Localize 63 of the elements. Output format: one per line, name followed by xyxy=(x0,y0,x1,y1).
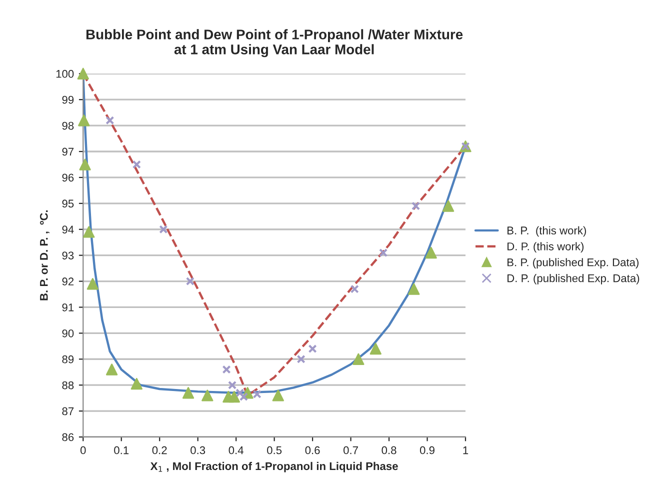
point xyxy=(411,202,420,210)
y-tick-label: 100 xyxy=(56,70,74,78)
x-tick-label: 0.9 xyxy=(420,446,434,454)
y-tick-label: 89 xyxy=(62,355,74,364)
x-tick-label: 0.5 xyxy=(267,446,282,454)
point xyxy=(272,390,284,402)
y-tick-label: 88 xyxy=(62,381,74,390)
point xyxy=(408,283,420,295)
point xyxy=(83,226,95,238)
x-tick-label: 0.4 xyxy=(228,446,244,454)
point xyxy=(350,284,359,294)
y-tick-label: 99 xyxy=(62,96,74,104)
point xyxy=(239,392,248,402)
x-tick-label: 0.6 xyxy=(305,446,320,454)
x-tick-label: 0.8 xyxy=(382,446,396,454)
point xyxy=(296,354,306,364)
legend-label: B. P. (this work) xyxy=(508,226,586,237)
x-tick-label: 0.1 xyxy=(114,446,129,454)
point xyxy=(132,160,141,169)
y-tick-label: 92 xyxy=(62,278,74,286)
point xyxy=(106,116,114,125)
y-tick-label: 87 xyxy=(62,407,74,416)
y-tick-label: 93 xyxy=(62,252,74,260)
y-axis-title: B. P. or D. P. , ºC. xyxy=(40,210,50,300)
y-tick-label: 95 xyxy=(62,200,74,208)
y-tick-label: 94 xyxy=(62,226,74,234)
x-tick-label: 0 xyxy=(80,446,86,454)
x-tick-label: 0.7 xyxy=(344,446,358,454)
legend-label: B. P. (published Exp. Data) xyxy=(508,258,639,268)
legend-label: D. P. (this work) xyxy=(508,242,584,253)
x-tick-label: 1 xyxy=(463,446,468,454)
y-tick-label: 86 xyxy=(62,433,74,442)
y-tick-label: 91 xyxy=(62,303,74,312)
point xyxy=(159,225,168,234)
point xyxy=(425,246,437,259)
point xyxy=(186,276,194,286)
point xyxy=(77,68,89,80)
y-tick-label: 96 xyxy=(62,174,74,182)
point xyxy=(228,380,237,390)
point xyxy=(202,390,214,402)
y-tick-label: 97 xyxy=(62,148,74,156)
point xyxy=(106,364,118,376)
point xyxy=(78,114,90,126)
point xyxy=(236,388,244,398)
x-tick-label: 0.3 xyxy=(190,446,206,454)
point xyxy=(370,342,382,355)
x-axis-title: X$_{1}$ , Mol Fraction of 1-Propanol in Liquid Phase xyxy=(150,462,398,472)
x-tick-label: 0.2 xyxy=(152,446,167,454)
point xyxy=(86,278,99,290)
point xyxy=(252,390,262,398)
point xyxy=(352,353,364,365)
legend-label: D. P. (published Exp. Data) xyxy=(508,274,640,284)
point xyxy=(182,387,194,399)
point xyxy=(378,248,388,258)
y-tick-label: 98 xyxy=(62,122,74,130)
point xyxy=(228,390,240,403)
point xyxy=(308,344,317,354)
point xyxy=(130,378,143,390)
chart-title: Bubble Point and Dew Point of 1-Propanol /Water Mixture at 1 atm Using Van Laar Model xyxy=(86,29,463,58)
point xyxy=(442,200,454,212)
point xyxy=(222,365,231,374)
y-tick-label: 90 xyxy=(62,329,74,338)
point xyxy=(79,158,91,170)
